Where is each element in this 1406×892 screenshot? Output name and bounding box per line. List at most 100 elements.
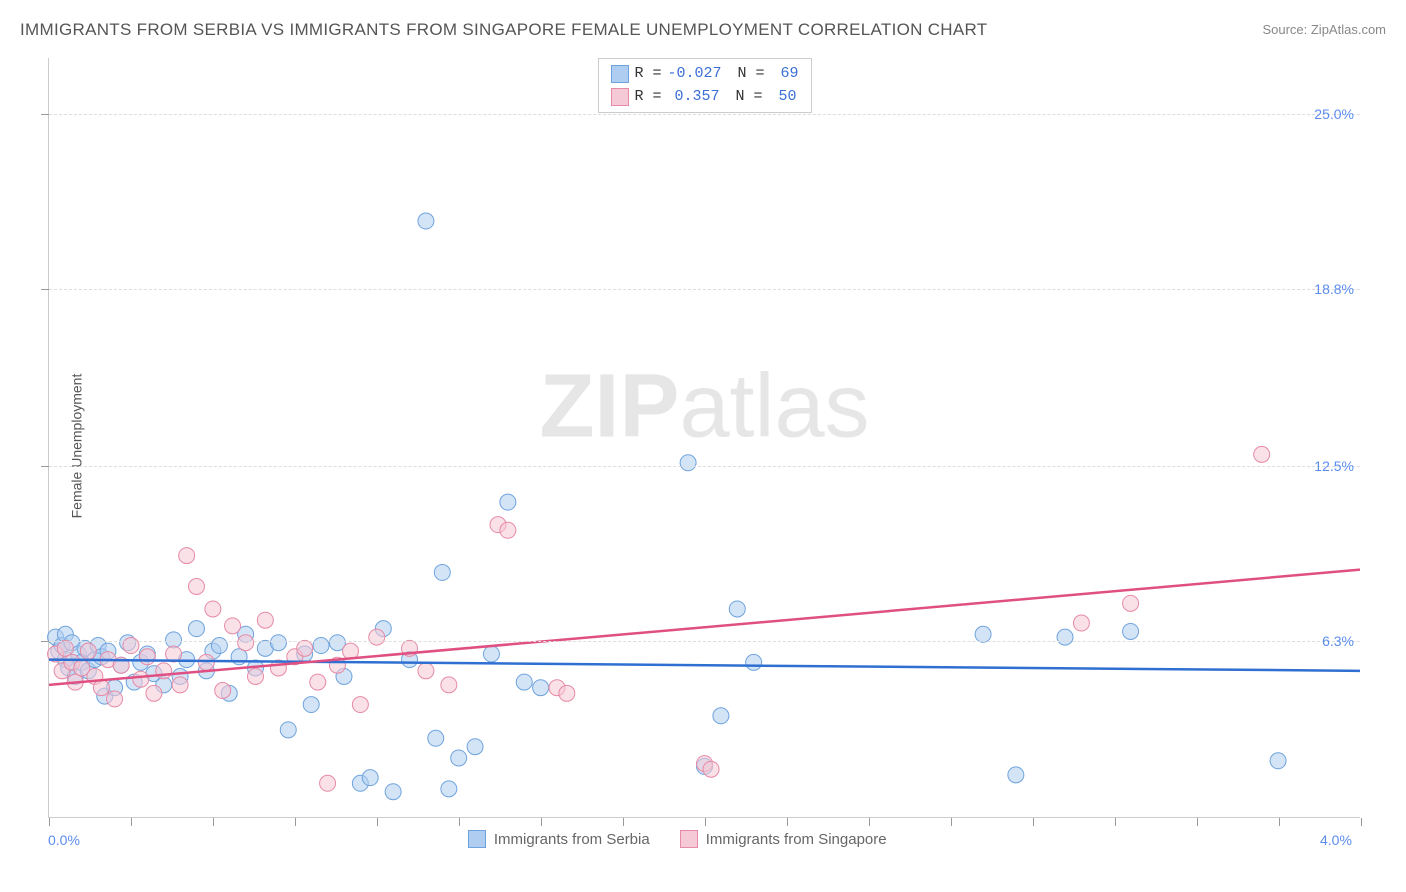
legend-item: Immigrants from Serbia	[468, 830, 650, 848]
data-point	[418, 663, 434, 679]
y-tick-label: 25.0%	[1314, 106, 1354, 122]
gridline	[49, 289, 1360, 290]
data-point	[746, 654, 762, 670]
legend-swatch	[610, 88, 628, 106]
data-point	[467, 739, 483, 755]
stats-r-value: 0.357	[667, 86, 719, 109]
data-point	[500, 522, 516, 538]
data-point	[320, 775, 336, 791]
y-tick-mark	[41, 114, 49, 115]
data-point	[483, 646, 499, 662]
data-point	[107, 691, 123, 707]
stats-r-label: R =	[634, 86, 661, 109]
data-point	[385, 784, 401, 800]
data-point	[418, 213, 434, 229]
trend-line	[49, 660, 1360, 671]
data-point	[451, 750, 467, 766]
data-point	[434, 564, 450, 580]
data-point	[80, 643, 96, 659]
data-point	[172, 677, 188, 693]
data-point	[188, 578, 204, 594]
x-tick-mark	[623, 818, 624, 826]
x-tick-mark	[705, 818, 706, 826]
x-tick-mark	[213, 818, 214, 826]
data-point	[303, 697, 319, 713]
stats-n-value: 69	[771, 63, 799, 86]
gridline	[49, 114, 1360, 115]
stats-row: R =0.357N =50	[610, 86, 798, 109]
data-point	[257, 612, 273, 628]
chart-title: IMMIGRANTS FROM SERBIA VS IMMIGRANTS FRO…	[20, 20, 987, 40]
plot-area: ZIPatlas R =-0.027N =69R =0.357N =50 6.3…	[48, 58, 1360, 818]
data-point	[188, 621, 204, 637]
data-point	[133, 671, 149, 687]
data-point	[441, 781, 457, 797]
data-point	[270, 635, 286, 651]
data-point	[516, 674, 532, 690]
data-point	[428, 730, 444, 746]
data-point	[369, 629, 385, 645]
y-tick-mark	[41, 289, 49, 290]
data-point	[198, 654, 214, 670]
x-tick-mark	[49, 818, 50, 826]
data-point	[1008, 767, 1024, 783]
data-point	[205, 601, 221, 617]
x-tick-mark	[377, 818, 378, 826]
legend-swatch	[468, 830, 486, 848]
stats-r-label: R =	[634, 63, 661, 86]
data-point	[310, 674, 326, 690]
data-point	[1073, 615, 1089, 631]
data-point	[441, 677, 457, 693]
legend-label: Immigrants from Serbia	[494, 831, 650, 848]
data-point	[225, 618, 241, 634]
gridline	[49, 641, 1360, 642]
data-point	[146, 685, 162, 701]
data-point	[1254, 446, 1270, 462]
data-point	[247, 668, 263, 684]
data-point	[179, 548, 195, 564]
data-point	[1123, 623, 1139, 639]
data-point	[713, 708, 729, 724]
data-point	[1057, 629, 1073, 645]
data-point	[533, 680, 549, 696]
chart-svg	[49, 58, 1360, 817]
x-tick-mark	[1197, 818, 1198, 826]
data-point	[680, 455, 696, 471]
data-point	[215, 683, 231, 699]
bottom-legend: Immigrants from Serbia Immigrants from Si…	[468, 830, 887, 848]
source-label: Source: ZipAtlas.com	[1262, 22, 1386, 37]
data-point	[93, 680, 109, 696]
data-point	[57, 640, 73, 656]
data-point	[703, 761, 719, 777]
data-point	[280, 722, 296, 738]
x-tick-mark	[787, 818, 788, 826]
x-tick-mark	[131, 818, 132, 826]
y-tick-label: 6.3%	[1322, 633, 1354, 649]
x-tick-mark	[951, 818, 952, 826]
x-tick-mark	[1279, 818, 1280, 826]
x-tick-mark	[459, 818, 460, 826]
stats-box: R =-0.027N =69R =0.357N =50	[597, 58, 811, 113]
legend-swatch	[680, 830, 698, 848]
data-point	[1270, 753, 1286, 769]
data-point	[238, 635, 254, 651]
legend-item: Immigrants from Singapore	[680, 830, 887, 848]
data-point	[500, 494, 516, 510]
data-point	[362, 770, 378, 786]
x-tick-mark	[869, 818, 870, 826]
data-point	[559, 685, 575, 701]
stats-n-label: N =	[738, 63, 765, 86]
x-tick-mark	[1115, 818, 1116, 826]
data-point	[139, 649, 155, 665]
legend-label: Immigrants from Singapore	[706, 831, 887, 848]
x-tick-mark	[541, 818, 542, 826]
x-tick-mark	[1033, 818, 1034, 826]
stats-row: R =-0.027N =69	[610, 63, 798, 86]
x-tick-mark	[295, 818, 296, 826]
data-point	[1123, 595, 1139, 611]
y-tick-mark	[41, 641, 49, 642]
data-point	[729, 601, 745, 617]
y-tick-label: 12.5%	[1314, 458, 1354, 474]
x-axis-min-label: 0.0%	[48, 832, 80, 848]
x-axis-max-label: 4.0%	[1320, 832, 1352, 848]
